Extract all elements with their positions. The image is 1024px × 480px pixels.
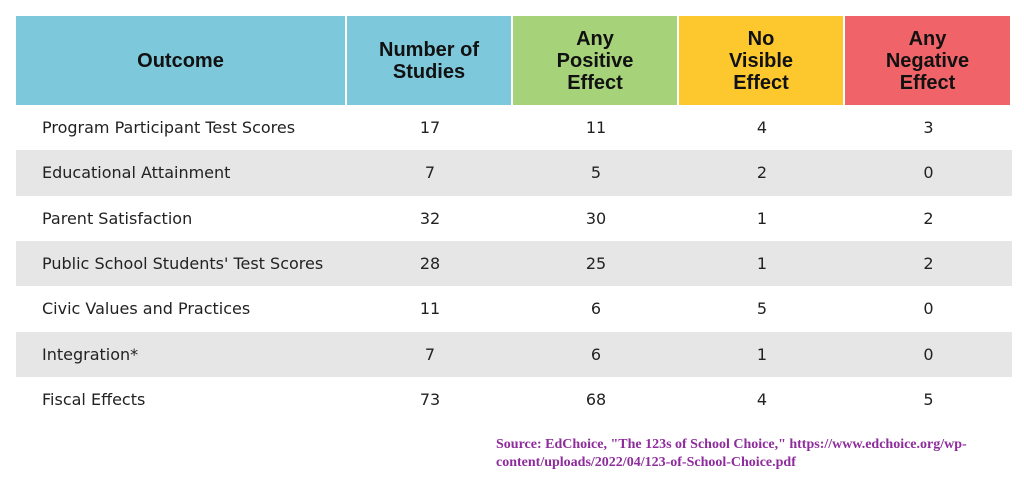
cell-value: 5 (590, 163, 602, 183)
cell-value: 2 (756, 163, 768, 183)
row-label: Program Participant Test Scores (42, 118, 296, 138)
row-background (16, 331, 1012, 377)
header-text: Any (908, 27, 947, 50)
header-text: Effect (567, 71, 623, 94)
header-text: No (747, 27, 775, 50)
header-text: Effect (733, 71, 789, 94)
header-cell: Any Negative Effect (845, 16, 1012, 105)
row-background (16, 376, 1012, 423)
header-text: Visible (728, 49, 794, 72)
header-text: Any (576, 27, 614, 50)
cell-value: 30 (585, 208, 607, 228)
row-background (16, 150, 1012, 196)
cell-value: 68 (585, 389, 607, 409)
cell-value: 11 (585, 118, 607, 138)
row-background (16, 240, 1012, 287)
cell-value: 0 (923, 344, 934, 364)
cell-value: 1 (756, 254, 768, 274)
source-note: Source: EdChoice, "The 123s of School Ch… (496, 436, 967, 472)
header-text: Negative (885, 49, 970, 72)
row-label: Integration* (42, 344, 139, 364)
cell-value: 4 (756, 118, 768, 138)
cell-value: 0 (923, 299, 934, 319)
header-cell: Outcome (16, 16, 347, 105)
cell-value: 73 (419, 389, 441, 409)
row-label: Civic Values and Practices (42, 299, 251, 319)
cell-value: 2 (923, 254, 934, 274)
row-label: Public School Students' Test Scores (42, 254, 324, 274)
cell-value: 3 (923, 118, 934, 138)
row-background (16, 195, 1012, 241)
cell-value: 28 (419, 254, 441, 274)
header-cell: Any Positive Effect (513, 16, 679, 105)
header-text: Positive (556, 49, 634, 72)
source-line: content/uploads/2022/04/123-of-School-Ch… (496, 455, 796, 470)
row-background (16, 286, 1012, 332)
cell-value: 6 (590, 344, 602, 364)
cell-value: 5 (923, 389, 934, 409)
source-line: Source: EdChoice, "The 123s of School Ch… (496, 437, 967, 452)
cell-value: 6 (590, 299, 602, 319)
row-label: Fiscal Effects (42, 389, 146, 409)
cell-value: 11 (419, 299, 441, 319)
header-cell: Number of Studies (347, 16, 513, 105)
cell-value: 5 (756, 299, 768, 319)
cell-value: 25 (585, 254, 607, 274)
header-text: Studies (392, 60, 466, 83)
cell-value: 0 (923, 163, 934, 183)
cell-value: 7 (424, 344, 436, 364)
row-background (16, 105, 1012, 151)
header-text: Number of (379, 38, 479, 61)
row-label: Parent Satisfaction (42, 208, 193, 228)
cell-value: 2 (923, 208, 934, 228)
cell-value: 32 (419, 208, 441, 228)
header-cell: No Visible Effect (679, 16, 845, 105)
header-text: Effect (899, 71, 956, 94)
cell-value: 4 (756, 389, 768, 409)
header-text: Outcome (137, 49, 224, 72)
cell-value: 1 (756, 344, 768, 364)
cell-value: 1 (756, 208, 768, 228)
cell-value: 7 (424, 163, 436, 183)
cell-value: 17 (419, 118, 441, 138)
row-label: Educational Attainment (42, 163, 231, 183)
